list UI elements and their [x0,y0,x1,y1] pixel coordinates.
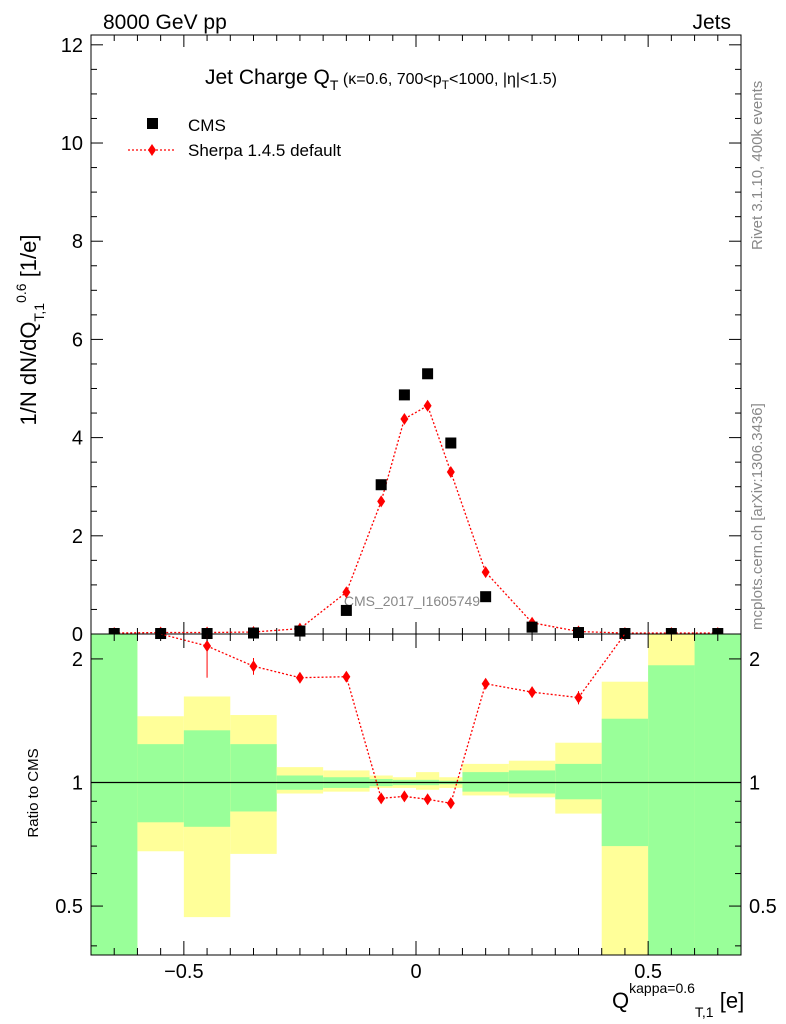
uncertainty-band-inner [230,744,277,812]
cms-point [340,604,352,616]
sherpa-line [114,404,718,634]
cms-point [375,479,387,491]
y-tick-label: 6 [72,329,83,351]
cms-point [480,591,492,603]
sherpa-point [481,566,490,579]
cms-point [445,437,457,449]
uncertainty-band-inner [137,744,184,823]
watermark: CMS_2017_I1605749 [344,593,480,609]
sherpa-point [377,495,386,508]
ratio-sherpa-point [528,686,537,699]
uncertainty-band-inner [183,730,231,827]
ratio-sherpa-point [574,691,583,704]
x-axis-label: Qkappa=0.6T,1 [e] [612,980,744,1020]
y-tick-label: 2 [72,526,83,548]
x-tick-label: 0.5 [634,961,662,983]
ratio-sherpa-point [295,671,304,684]
ratio-y-tick-label-left: 0.5 [55,896,83,918]
ratio-sherpa-point [342,670,351,683]
header-right: Jets [692,11,731,34]
cms-point [248,627,259,639]
uncertainty-band-inner [555,763,602,800]
uncertainty-band-inner [91,634,138,955]
x-tick-label: −0.5 [164,961,203,983]
ratio-y-tick-label-left: 2 [72,649,83,671]
ratio-y-tick-label-right: 2 [749,649,760,671]
chart-title: Jet Charge QT (κ=0.6, 700<pT<1000, |η|<1… [205,66,557,93]
ratio-sherpa-point [249,660,258,673]
ratio-y-axis-label: Ratio to CMS [25,748,42,837]
legend-label-cms: CMS [188,116,226,135]
side-label-mcplots: mcplots.cern.ch [arXiv:1306.3436] [749,403,766,630]
y-tick-label: 10 [61,133,83,155]
main-panel: 0 2 4 6 8 10 12 1/N dN/dQT,10.6 [1/e] Jet Charge… [13,34,742,646]
y-tick-label: 12 [61,35,83,57]
ratio-sherpa-point [481,677,490,690]
ratio-y-tick-label-left: 1 [72,772,83,794]
sherpa-point [423,399,432,412]
ratio-sherpa-point [377,792,386,805]
ratio-sherpa-point [400,790,409,803]
ratio-y-tick-label-right: 0.5 [749,896,777,918]
header-left: 8000 GeV pp [103,11,227,34]
side-label-rivet: Rivet 3.1.10, 400k events [749,81,766,250]
legend-marker-cms [147,118,158,129]
ratio-sherpa-point [423,793,432,806]
y-tick-label: 8 [72,231,83,253]
sherpa-point [446,465,455,478]
cms-point [526,621,538,633]
ratio-sherpa-point [446,797,455,810]
ratio-panel: 0.5 0.5 1 1 2 2 −0.5 0 0.5 Ratio to CMS Qkappa=0.6… [25,633,777,1020]
y-axis-label: 1/N dN/dQT,10.6 [1/e] [13,234,47,425]
uncertainty-band-inner [648,665,695,955]
cms-point [422,368,434,380]
legend-marker-sherpa [148,144,156,156]
uncertainty-band-inner [694,634,741,955]
y-tick-label: 4 [72,428,83,450]
sherpa-point [400,412,409,425]
sherpa-point [342,586,351,599]
cms-point [398,389,410,401]
x-tick-label: 0 [410,961,421,983]
y-tick-label: 0 [72,624,83,646]
legend-label-sherpa: Sherpa 1.4.5 default [188,141,341,160]
cms-point [573,627,584,639]
ratio-y-tick-label-right: 1 [749,772,760,794]
ratio-sherpa-point [203,640,212,653]
cms-point [294,625,306,637]
